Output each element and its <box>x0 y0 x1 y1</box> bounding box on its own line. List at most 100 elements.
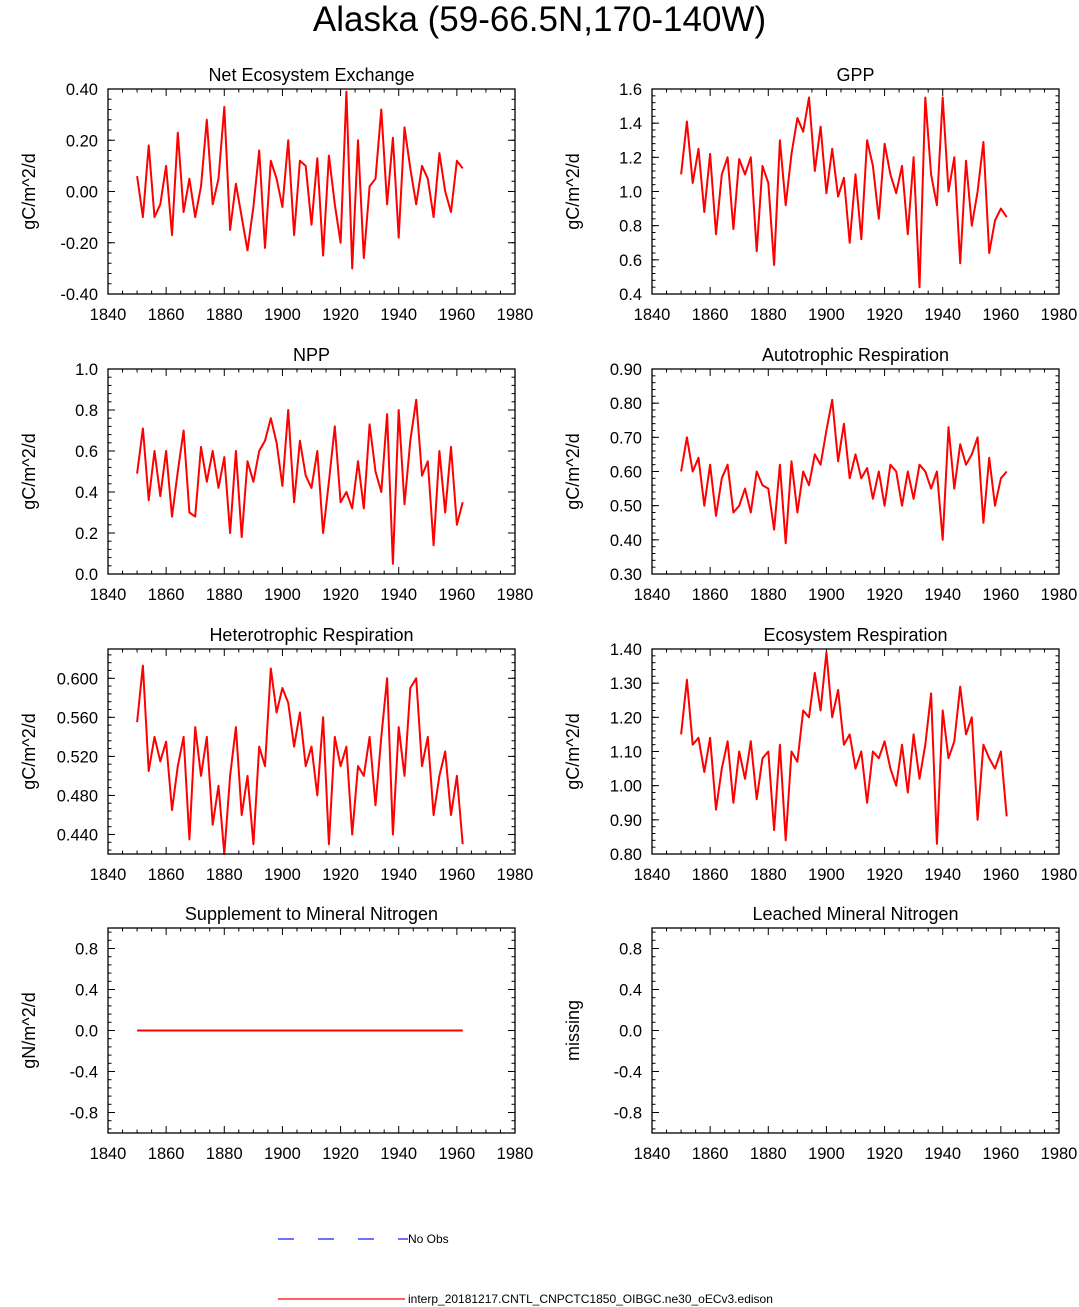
x-tick-label: 1840 <box>634 866 671 884</box>
y-axis-label: gC/m^2/d <box>19 713 39 789</box>
x-tick-label: 1960 <box>438 866 475 884</box>
x-tick-label: 1920 <box>322 586 359 604</box>
chart-title: Supplement to Mineral Nitrogen <box>185 904 438 924</box>
x-tick-label: 1860 <box>692 586 729 604</box>
y-tick-label: 1.0 <box>75 361 98 379</box>
y-tick-label: -0.8 <box>614 1105 642 1123</box>
chart-title: Heterotrophic Respiration <box>209 625 413 645</box>
x-tick-label: 1940 <box>924 306 961 324</box>
chart-title: Autotrophic Respiration <box>762 345 949 365</box>
x-tick-label: 1880 <box>750 306 787 324</box>
y-tick-label: 0.0 <box>75 1023 98 1041</box>
x-tick-label: 1900 <box>808 1145 845 1163</box>
y-tick-label: 1.10 <box>610 744 642 762</box>
y-axis-label: gC/m^2/d <box>563 433 583 509</box>
plot-frame <box>651 368 1060 575</box>
y-tick-label: 0.520 <box>57 748 98 766</box>
x-tick-label: 1860 <box>692 1145 729 1163</box>
plot-frame <box>107 88 516 295</box>
figure-title: Alaska (59-66.5N,170-140W) <box>312 0 767 39</box>
y-tick-label: 0.50 <box>610 498 642 516</box>
x-tick-label: 1940 <box>924 866 961 884</box>
x-tick-label: 1900 <box>264 586 301 604</box>
x-tick-label: 1880 <box>750 866 787 884</box>
y-tick-label: 0.90 <box>610 361 642 379</box>
y-tick-label: 0.480 <box>57 787 98 805</box>
x-tick-label: 1980 <box>1041 866 1078 884</box>
y-tick-label: 0.8 <box>75 941 98 959</box>
x-tick-label: 1920 <box>322 866 359 884</box>
y-tick-label: 0.0 <box>619 1023 642 1041</box>
chart-title: Leached Mineral Nitrogen <box>752 904 958 924</box>
x-tick-label: 1860 <box>148 866 185 884</box>
series-line-model <box>136 90 464 270</box>
chart-panel-8: Leached Mineral Nitrogen missing 1840 1860 1… <box>563 904 1077 1163</box>
x-tick-label: 1960 <box>438 586 475 604</box>
chart-panel-3: NPP gC/m^2/d 1840 1860 1880 1900 1920 1940 1960 1… <box>19 345 533 604</box>
x-tick-label: 1900 <box>808 586 845 604</box>
y-tick-label: 0.60 <box>610 464 642 482</box>
chart-title: NPP <box>293 345 330 365</box>
chart-title: Net Ecosystem Exchange <box>208 65 414 85</box>
x-tick-label: 1900 <box>808 866 845 884</box>
chart-panel-2: GPP gC/m^2/d 1840 1860 1880 1900 1920 1940 1960 1… <box>563 65 1077 324</box>
chart-panel-7: Supplement to Mineral Nitrogen gN/m^2/d 18… <box>19 904 533 1163</box>
x-tick-label: 1920 <box>866 586 903 604</box>
y-tick-label: 0.90 <box>610 812 642 830</box>
chart-panel-5: Heterotrophic Respiration gC/m^2/d 1840 186… <box>19 625 533 884</box>
y-tick-label: 1.2 <box>619 149 642 167</box>
x-tick-label: 1980 <box>1041 586 1078 604</box>
plot-frame <box>107 927 516 1134</box>
y-tick-label: -0.8 <box>70 1105 98 1123</box>
y-tick-label: 0.4 <box>619 982 642 1000</box>
x-tick-label: 1980 <box>497 306 534 324</box>
x-tick-label: 1860 <box>692 306 729 324</box>
y-tick-label: -0.20 <box>60 235 98 253</box>
y-tick-label: 0.0 <box>75 566 98 584</box>
y-tick-label: 0.6 <box>619 252 642 270</box>
x-tick-label: 1900 <box>264 1145 301 1163</box>
x-tick-label: 1940 <box>380 306 417 324</box>
x-tick-label: 1900 <box>264 866 301 884</box>
y-tick-label: -0.4 <box>70 1064 98 1082</box>
x-tick-label: 1960 <box>982 1145 1019 1163</box>
y-tick-label: 0.2 <box>75 525 98 543</box>
x-tick-label: 1940 <box>924 1145 961 1163</box>
series-line-model <box>680 651 1008 845</box>
y-tick-label: 1.40 <box>610 641 642 659</box>
series-line-model <box>680 398 1008 545</box>
x-tick-label: 1940 <box>380 1145 417 1163</box>
chart-panel-1: Net Ecosystem Exchange gC/m^2/d 1840 1860 18… <box>19 65 533 324</box>
chart-title: GPP <box>836 65 874 85</box>
y-tick-label: 0.80 <box>610 395 642 413</box>
x-tick-label: 1880 <box>206 1145 243 1163</box>
x-tick-label: 1960 <box>982 586 1019 604</box>
x-tick-label: 1960 <box>982 866 1019 884</box>
x-tick-label: 1920 <box>322 1145 359 1163</box>
x-tick-label: 1880 <box>750 1145 787 1163</box>
y-tick-label: 0.4 <box>75 982 98 1000</box>
y-axis-label: gC/m^2/d <box>19 153 39 229</box>
y-tick-label: 0.40 <box>66 81 98 99</box>
chart-title: Ecosystem Respiration <box>763 625 947 645</box>
y-tick-label: 0.8 <box>619 218 642 236</box>
x-tick-label: 1900 <box>264 306 301 324</box>
plot-frame <box>651 648 1060 855</box>
y-axis-label: gN/m^2/d <box>19 992 39 1068</box>
y-tick-label: 0.4 <box>75 484 98 502</box>
x-tick-label: 1920 <box>866 1145 903 1163</box>
x-tick-label: 1860 <box>692 866 729 884</box>
x-tick-label: 1840 <box>634 1145 671 1163</box>
x-tick-label: 1860 <box>148 586 185 604</box>
y-tick-label: 0.8 <box>75 402 98 420</box>
plot-frame <box>107 648 516 855</box>
x-tick-label: 1900 <box>808 306 845 324</box>
y-tick-label: 0.40 <box>610 532 642 550</box>
y-tick-label: 1.0 <box>619 184 642 202</box>
x-tick-label: 1940 <box>380 586 417 604</box>
y-tick-label: 1.6 <box>619 81 642 99</box>
x-tick-label: 1960 <box>438 1145 475 1163</box>
x-tick-label: 1920 <box>322 306 359 324</box>
y-tick-label: 0.560 <box>57 709 98 727</box>
